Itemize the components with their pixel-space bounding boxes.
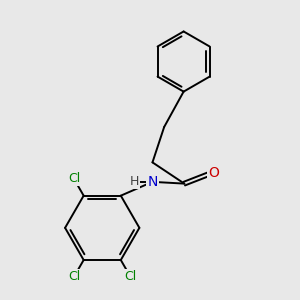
Text: Cl: Cl <box>68 172 80 185</box>
Text: O: O <box>208 166 219 180</box>
Text: N: N <box>147 175 158 189</box>
Text: Cl: Cl <box>68 270 80 284</box>
Text: H: H <box>129 175 139 188</box>
Text: Cl: Cl <box>124 270 137 284</box>
